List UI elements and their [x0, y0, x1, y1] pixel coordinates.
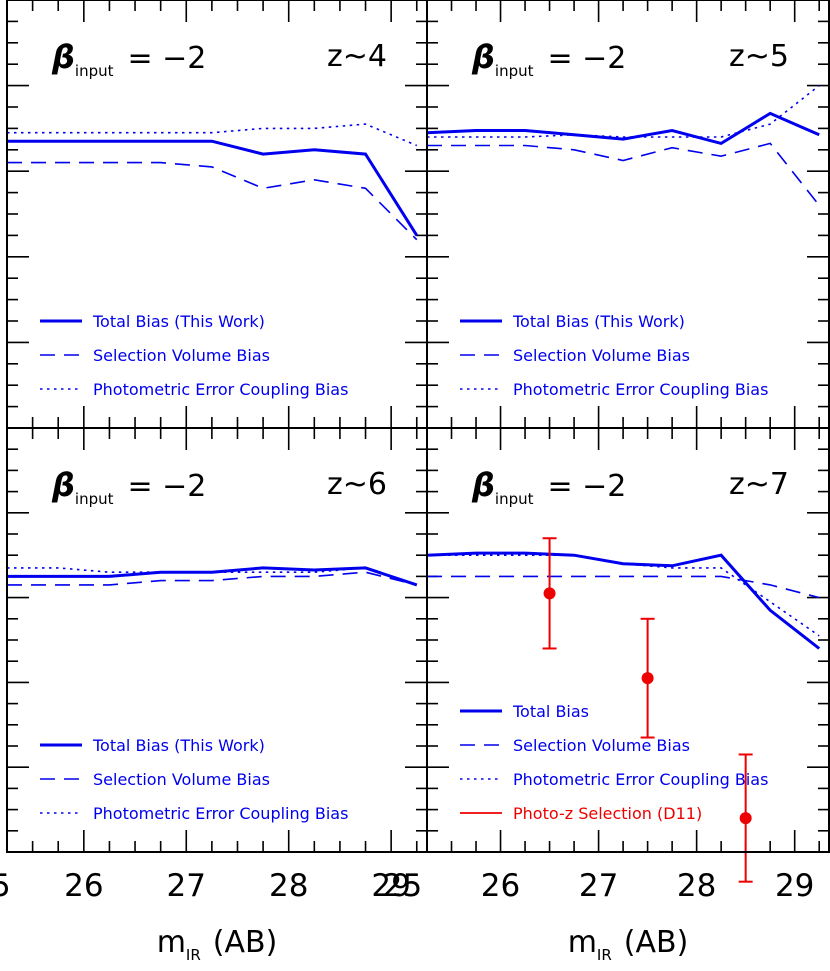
legend-label: Selection Volume Bias	[513, 736, 690, 755]
x-tick-label: 29	[371, 868, 410, 904]
panel-4: βinput = −2 z~7 Total Bias Selection Volume …	[383, 427, 830, 964]
series-group	[7, 123, 419, 241]
series-line-dotted	[7, 567, 418, 586]
beta-value: = −2	[128, 41, 207, 76]
series-line-solid	[427, 111, 820, 146]
legend-label: Total Bias (This Work)	[92, 736, 265, 755]
data-point	[739, 812, 752, 825]
legend-label: Photometric Error Coupling Bias	[513, 380, 768, 399]
panel-1: βinput = −2 z~4 Total Bias (This Work) Selec…	[6, 0, 428, 429]
beta-value: = −2	[548, 469, 627, 504]
series-group	[427, 84, 820, 206]
series-group	[7, 566, 418, 587]
x-tick-label: 25	[0, 868, 11, 904]
panel-2: βinput = −2 z~5 Total Bias (This Work) Selec…	[426, 0, 830, 429]
x-tick-label: 27	[167, 868, 206, 904]
x-tick-labels: 25 26 27 28 29	[0, 868, 411, 904]
series-line-solid	[427, 551, 821, 650]
panel-3: βinput = −2 z~6 Total Bias (This Work) Selec…	[0, 427, 428, 964]
x-tick-label: 26	[481, 868, 520, 904]
x-axis-label-sub: IR	[597, 946, 612, 964]
beta-value: = −2	[548, 41, 627, 76]
legend-label: Selection Volume Bias	[93, 770, 270, 789]
x-tick-label: 27	[579, 868, 618, 904]
series-line-solid	[7, 566, 418, 587]
axis-ticks	[6, 428, 427, 852]
series-group	[427, 551, 821, 650]
beta-symbol: β	[471, 38, 495, 76]
beta-subscript: input	[75, 490, 114, 508]
beta-annotation: βinput = −2	[471, 466, 626, 508]
series-line-dotted	[427, 84, 820, 138]
redshift-label: z~5	[729, 39, 789, 74]
beta-annotation: βinput = −2	[51, 466, 206, 508]
panel-frame	[426, 427, 830, 853]
beta-subscript: input	[75, 62, 114, 80]
beta-subscript: input	[495, 62, 534, 80]
x-tick-label: 25	[383, 868, 422, 904]
x-axis-label: mIR (AB)	[157, 925, 278, 964]
axis-ticks	[426, 0, 829, 428]
legend-label: Total Bias (This Work)	[92, 312, 265, 331]
redshift-label: z~7	[729, 467, 789, 502]
x-axis-label-sub: IR	[186, 946, 201, 964]
x-axis-label-m: m	[157, 925, 186, 960]
legend-label: Selection Volume Bias	[93, 346, 270, 365]
legend: Total Bias (This Work) Selection Volume B…	[40, 736, 348, 823]
x-axis-label: mIR (AB)	[568, 925, 689, 964]
beta-annotation: βinput = −2	[51, 38, 206, 80]
data-point	[641, 672, 654, 685]
x-tick-label: 28	[677, 868, 716, 904]
series-line-dashed	[427, 142, 820, 206]
redshift-label: z~4	[327, 39, 387, 74]
series-line-dashed	[427, 575, 820, 599]
beta-symbol: β	[471, 466, 495, 504]
x-tick-label: 29	[775, 868, 814, 904]
redshift-label: z~6	[327, 467, 387, 502]
series-line-dotted	[7, 123, 418, 147]
x-tick-labels: 25 26 27 28 29	[383, 868, 815, 904]
axis-ticks	[6, 0, 427, 428]
legend-label: Photometric Error Coupling Bias	[93, 804, 348, 823]
series-line-dashed	[7, 571, 417, 586]
series-line-dotted	[427, 554, 820, 637]
legend-label: Photometric Error Coupling Bias	[93, 380, 348, 399]
legend-label: Photometric Error Coupling Bias	[513, 770, 768, 789]
x-tick-label: 26	[64, 868, 103, 904]
beta-symbol: β	[51, 466, 75, 504]
legend: Total Bias (This Work) Selection Volume B…	[40, 312, 348, 399]
beta-annotation: βinput = −2	[471, 38, 626, 80]
legend-label: Selection Volume Bias	[513, 346, 690, 365]
legend-label: Photo-z Selection (D11)	[513, 804, 702, 823]
legend-label: Total Bias	[512, 702, 589, 721]
x-axis-label-unit: (AB)	[624, 925, 689, 960]
series-line-dashed	[7, 161, 418, 241]
beta-symbol: β	[51, 38, 75, 76]
x-axis-label-unit: (AB)	[213, 925, 278, 960]
data-point	[543, 587, 556, 600]
axis-ticks	[426, 428, 829, 852]
legend: Total Bias (This Work) Selection Volume B…	[460, 312, 768, 399]
series-line-solid	[7, 139, 419, 237]
x-tick-label: 28	[269, 868, 308, 904]
beta-value: = −2	[128, 469, 207, 504]
photoz-points	[542, 537, 753, 883]
legend-label: Total Bias (This Work)	[512, 312, 685, 331]
x-axis-label-m: m	[568, 925, 597, 960]
legend: Total Bias Selection Volume Bias Photometr…	[460, 702, 768, 823]
beta-subscript: input	[495, 490, 534, 508]
